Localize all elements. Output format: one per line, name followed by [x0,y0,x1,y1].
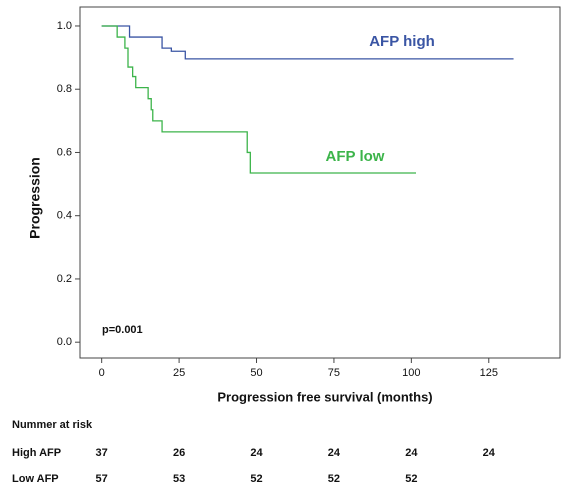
survival-curve [101,25,514,60]
survival-curve [101,25,416,174]
plot-frame [79,6,561,359]
x-tick-label: 75 [328,367,340,379]
y-tick-label: 1.0 [57,20,72,32]
x-tick-label: 125 [480,367,498,379]
y-tick-label: 0.2 [57,273,72,285]
risk-value: 24 [250,447,263,459]
y-tick-label: 0.6 [57,146,72,158]
risk-row-label: High AFP [12,447,61,459]
series-label: AFP high [369,33,435,50]
series-label: AFP low [326,148,385,165]
x-tick-label: 25 [173,367,185,379]
risk-value: 53 [173,473,185,485]
risk-value: 57 [96,473,108,485]
risk-value: 52 [405,473,417,485]
risk-value: 26 [173,447,185,459]
annotation: p=0.001 [102,324,143,336]
risk-row-label: Low AFP [12,473,59,485]
y-tick-label: 0.8 [57,83,72,95]
risk-value: 52 [250,473,262,485]
y-tick-label: 0.4 [57,210,72,222]
risk-value: 37 [96,447,108,459]
y-tick-label: 0.0 [57,336,72,348]
x-tick-label: 100 [402,367,420,379]
x-tick-label: 50 [250,367,262,379]
risk-value: 24 [405,447,418,459]
risk-value: 24 [483,447,496,459]
y-axis-title: Progression [27,157,43,239]
risk-value: 52 [328,473,340,485]
x-tick-label: 0 [99,367,105,379]
risk-table-title: Nummer at risk [12,419,93,431]
risk-value: 24 [328,447,341,459]
x-axis-title: Progression free survival (months) [217,389,432,404]
